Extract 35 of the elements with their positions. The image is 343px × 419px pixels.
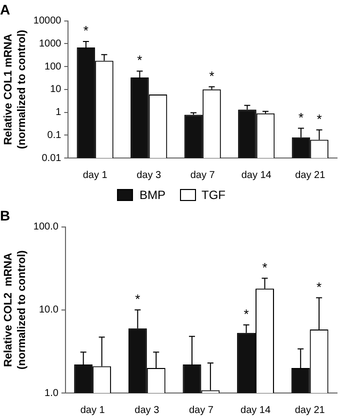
y-tick-label: 10000 <box>33 16 62 27</box>
annotation: * <box>244 306 249 322</box>
annotation: * <box>135 291 140 306</box>
annotation: * <box>209 68 214 84</box>
y-axis-title: Relative COL2 mRNA (normalized to control) <box>2 250 28 370</box>
annotation: * <box>316 111 322 126</box>
y-tick-label: 100 <box>44 61 62 72</box>
x-tick-label: day 7 <box>188 404 214 416</box>
x-tick-label: day 7 <box>190 170 216 181</box>
x-tick-label: day 1 <box>80 404 106 416</box>
x-tick-label: day 3 <box>134 404 160 416</box>
y-axis-title: Relative COL1 mRNA (normalized to control) <box>2 29 28 149</box>
chart-title: B <box>0 207 10 224</box>
x-tick-label: day 14 <box>240 404 271 416</box>
legend-label: BMP <box>139 188 166 202</box>
y-tick-label: 1 <box>56 107 62 118</box>
y-tick-label: 0.1 <box>47 130 62 141</box>
annotation: * <box>83 23 88 38</box>
annotation: * <box>137 52 142 68</box>
x-tick-label: day 1 <box>82 170 108 181</box>
y-tick-label: 10 <box>50 84 62 96</box>
x-tick-label: day 3 <box>136 170 162 181</box>
x-tick-label: day 14 <box>241 170 272 181</box>
y-tick-label: 10.0 <box>38 304 59 316</box>
annotation: * <box>298 110 304 125</box>
chart-title: A <box>0 1 10 18</box>
y-tick-label: 100.0 <box>33 222 59 233</box>
x-tick-label: day 21 <box>295 170 326 181</box>
y-tick-label: 0.01 <box>42 152 62 164</box>
annotation: * <box>316 279 322 294</box>
y-tick-label: 1000 <box>38 38 62 50</box>
y-tick-label: 1.0 <box>44 388 59 399</box>
x-tick-label: day 21 <box>294 404 326 416</box>
annotation: * <box>262 260 268 275</box>
text: TGF <box>202 188 226 202</box>
